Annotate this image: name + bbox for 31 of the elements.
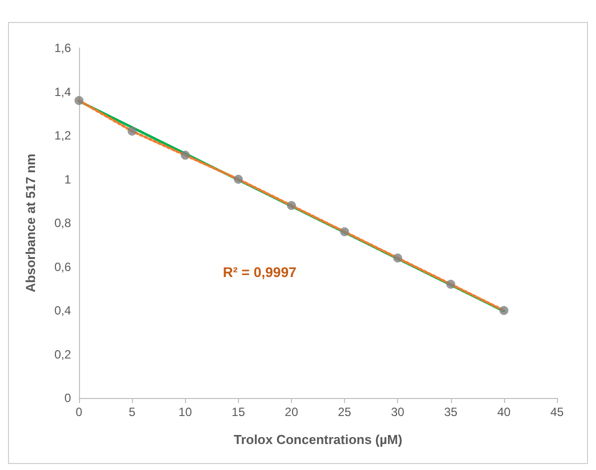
point	[446, 280, 456, 289]
x-axis-title: Trolox Concentrations (µM)	[234, 432, 402, 447]
y-tick-label: 0,8	[54, 216, 72, 230]
point	[499, 306, 508, 315]
y-tick-label: 0,6	[54, 260, 72, 274]
y-tick-label: 0	[64, 391, 72, 405]
y-tick-label: 1	[64, 172, 72, 186]
point	[234, 174, 243, 184]
x-tick-label: 0	[76, 405, 83, 419]
y-axis-title: Absorbance at 517 nm	[23, 154, 38, 292]
y-tick-label: 0,2	[54, 347, 72, 362]
point	[393, 254, 402, 262]
annotation: R² = 0,9997	[222, 264, 297, 280]
point	[74, 96, 84, 105]
y-tick-label: 1,4	[54, 84, 72, 99]
point	[180, 150, 190, 160]
x-tick-label: 25	[338, 405, 352, 419]
x-tick-label: 15	[232, 405, 246, 419]
point	[286, 201, 296, 210]
point	[128, 126, 137, 136]
point	[340, 227, 350, 236]
x-tick-label: 45	[550, 405, 564, 419]
x-tick-label: 5	[128, 405, 136, 419]
y-tick-label: 0,4	[54, 304, 72, 318]
x-tick-label: 10	[178, 405, 192, 419]
y-tick-label: 1,2	[54, 128, 72, 142]
y-tick-label: 1,6	[54, 41, 72, 55]
x-tick-label: 35	[444, 405, 458, 419]
x-tick-label: 40	[497, 405, 511, 419]
x-tick-label: 20	[284, 405, 298, 419]
x-tick-label: 30	[390, 405, 405, 419]
